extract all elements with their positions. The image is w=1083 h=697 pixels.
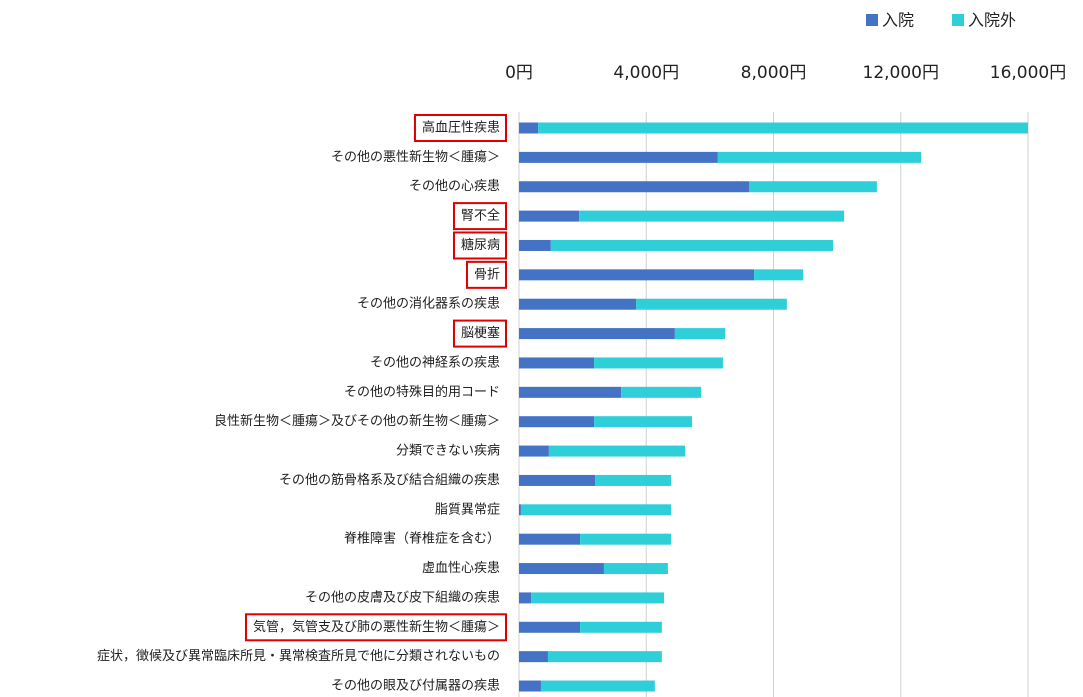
bar-segment <box>603 563 668 575</box>
bar-segment <box>595 474 672 486</box>
bar-segment <box>519 269 755 281</box>
bar-segment <box>579 210 845 222</box>
bar-segment <box>519 210 580 222</box>
category-label: 骨折 <box>474 267 500 282</box>
bar-segment <box>594 357 723 369</box>
bar-segment <box>519 621 581 633</box>
category-label: その他の特殊目的用コード <box>344 384 500 400</box>
category-label: その他の消化器系の疾患 <box>357 297 500 312</box>
bar-segment <box>520 504 672 516</box>
bar-segment <box>519 239 551 251</box>
bar-segment <box>519 474 596 486</box>
category-label: 症状，徴候及び異常臨床所見・異常検査所見で他に分類されないもの <box>97 649 500 664</box>
bar-segment <box>547 651 662 663</box>
category-label: 虚血性心疾患 <box>422 561 500 576</box>
highlight-box <box>413 114 507 142</box>
category-label: その他の眼及び付属器の疾患 <box>331 679 500 694</box>
bar-segment <box>519 680 541 692</box>
bar-segment <box>717 151 922 163</box>
category-label: 糖尿病 <box>461 237 500 253</box>
x-tick-label: 4,000円 <box>613 63 679 83</box>
bar-segment <box>754 269 804 281</box>
bar-segment <box>519 504 521 516</box>
x-tick-label: 16,000円 <box>990 63 1066 83</box>
highlight-box <box>465 260 507 289</box>
category-label: その他の悪性新生物＜腫瘍＞ <box>331 149 500 165</box>
bar-segment <box>519 328 675 340</box>
category-label: その他の皮膚及び皮下組織の疾患 <box>305 589 500 605</box>
bar-segment <box>519 181 750 193</box>
category-label: その他の心疾患 <box>409 179 500 194</box>
bar-segment <box>519 298 637 310</box>
highlight-box <box>452 319 507 348</box>
highlight-box <box>452 231 507 260</box>
category-label: 脊椎障害（脊椎症を含む） <box>344 531 500 547</box>
bar-segment <box>540 680 655 692</box>
category-label: 気管，気管支及び肺の悪性新生物＜腫瘍＞ <box>253 619 500 635</box>
bar-segment <box>594 416 693 428</box>
bar-segment <box>519 592 532 604</box>
x-tick-label: 12,000円 <box>863 63 939 83</box>
category-label: その他の神経系の疾患 <box>370 355 500 370</box>
bar-segment <box>519 416 595 428</box>
category-label: その他の筋骨格系及び結合組織の疾患 <box>279 472 500 488</box>
category-label: 脂質異常症 <box>435 502 500 517</box>
bar-segment <box>621 386 701 398</box>
x-tick-label: 0円 <box>505 63 533 83</box>
legend-label: 入院 <box>882 11 914 30</box>
bar-segment <box>636 298 787 310</box>
bar-segment <box>519 651 548 663</box>
bar-segment <box>519 445 549 457</box>
category-label: 腎不全 <box>461 208 500 224</box>
bar-segment <box>519 563 604 575</box>
bar-segment <box>580 533 672 545</box>
category-label: 分類できない疾病 <box>396 444 500 459</box>
bar-segment <box>538 122 1028 134</box>
bar-segment <box>519 357 595 369</box>
bar-segment <box>548 445 686 457</box>
legend-swatch <box>866 14 878 26</box>
bar-segment <box>519 386 622 398</box>
bar-segment <box>519 151 718 163</box>
category-label: 脳梗塞 <box>461 325 500 341</box>
bar-segment <box>519 122 539 134</box>
bar-segment <box>531 592 665 604</box>
legend-label: 入院外 <box>968 11 1016 30</box>
bar-segment <box>749 181 877 193</box>
category-label: 良性新生物＜腫瘍＞及びその他の新生物＜腫瘍＞ <box>214 413 500 429</box>
bar-segment <box>550 239 833 251</box>
x-tick-label: 8,000円 <box>741 63 807 83</box>
category-label: 高血圧性疾患 <box>422 120 500 136</box>
highlight-box <box>244 613 507 642</box>
bar-segment <box>580 621 662 633</box>
bar-segment <box>519 533 581 545</box>
highlight-box <box>452 202 507 231</box>
bar-segment <box>674 328 726 340</box>
legend-swatch <box>952 14 965 26</box>
